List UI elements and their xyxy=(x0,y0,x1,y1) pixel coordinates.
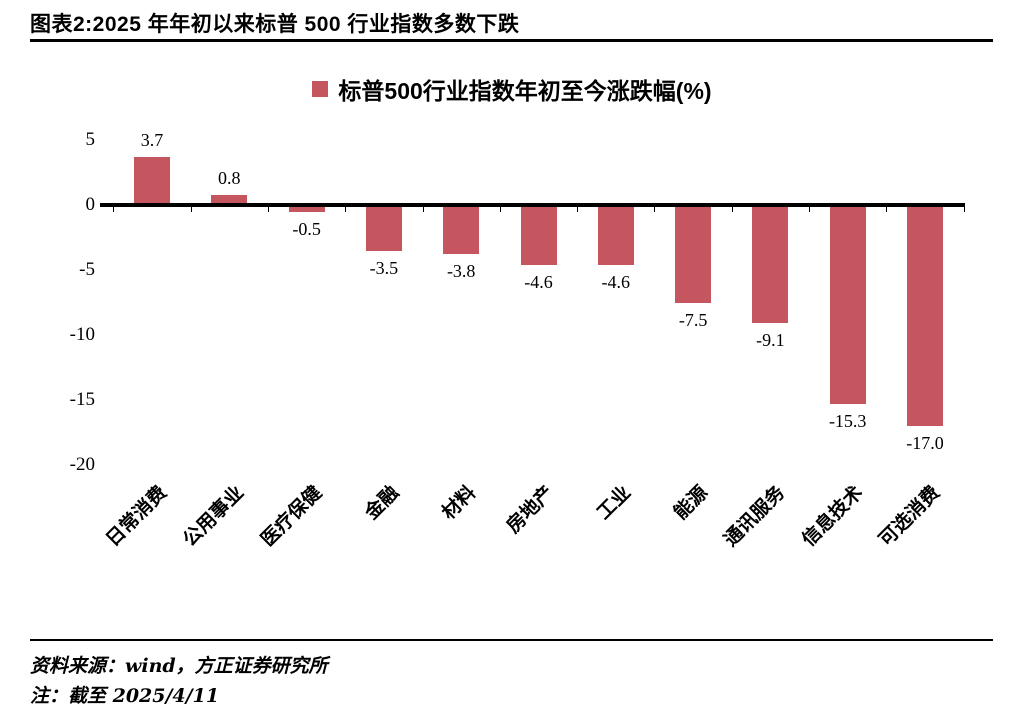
y-axis-tick-label: -10 xyxy=(69,324,95,345)
bar xyxy=(288,205,325,212)
x-axis-tick-mark xyxy=(731,207,733,212)
y-axis-tick-label: -15 xyxy=(69,389,95,410)
bar-value-label: 0.8 xyxy=(218,167,241,188)
legend-label: 标普500行业指数年初至今涨跌幅(%) xyxy=(338,78,712,104)
note-text: 注：截至 2025/4/11 xyxy=(30,685,220,704)
bar-value-label: -7.5 xyxy=(678,309,708,330)
bar-value-label: -4.6 xyxy=(524,271,553,292)
footer-divider xyxy=(30,639,993,641)
bar-value-label: -0.5 xyxy=(292,218,321,239)
bar xyxy=(520,205,557,265)
bar-value-label: -17.0 xyxy=(906,433,944,453)
bar-value-label: -3.5 xyxy=(369,257,399,278)
bar-value-label: 3.7 xyxy=(140,129,164,150)
bar xyxy=(134,156,170,205)
x-axis-tick-mark xyxy=(577,207,579,212)
legend-color-swatch xyxy=(312,81,329,97)
bar-value-label: -15.3 xyxy=(828,410,867,431)
bar-value-label: -3.8 xyxy=(446,261,476,282)
y-axis-tick-label: 0 xyxy=(85,194,96,215)
source-text: 资料来源：wind，方正证券研究所 xyxy=(30,655,328,677)
x-axis-tick-mark xyxy=(886,207,888,212)
bar-value-label: -9.1 xyxy=(756,330,785,351)
x-axis-tick-mark xyxy=(422,207,424,212)
y-axis-tick-label: 5 xyxy=(85,129,96,150)
y-axis-tick-label: -20 xyxy=(69,454,95,475)
bar-value-label: -4.6 xyxy=(601,271,631,292)
bar xyxy=(752,205,789,324)
x-axis-line xyxy=(100,203,965,207)
bar xyxy=(365,205,402,251)
bar xyxy=(211,194,248,205)
x-axis-tick-mark xyxy=(267,207,269,212)
chart-title: 图表2:2025 年年初以来标普 500 行业指数多数下跌 xyxy=(30,13,520,36)
x-axis-tick-mark xyxy=(345,207,347,212)
x-axis-tick-mark xyxy=(963,207,965,212)
bar xyxy=(907,205,943,426)
bar xyxy=(597,205,634,265)
bar xyxy=(829,205,866,404)
x-axis-tick-mark xyxy=(809,207,811,212)
x-axis-tick-mark xyxy=(654,207,656,212)
bar xyxy=(443,205,480,255)
y-axis-tick-label: -5 xyxy=(79,259,95,280)
x-axis-tick-mark xyxy=(113,207,115,212)
x-axis-tick-mark xyxy=(190,207,192,212)
x-axis-tick-mark xyxy=(499,207,501,212)
bar xyxy=(675,205,712,303)
title-divider xyxy=(30,39,993,42)
legend: 标普500行业指数年初至今涨跌幅(%) xyxy=(0,72,1024,106)
